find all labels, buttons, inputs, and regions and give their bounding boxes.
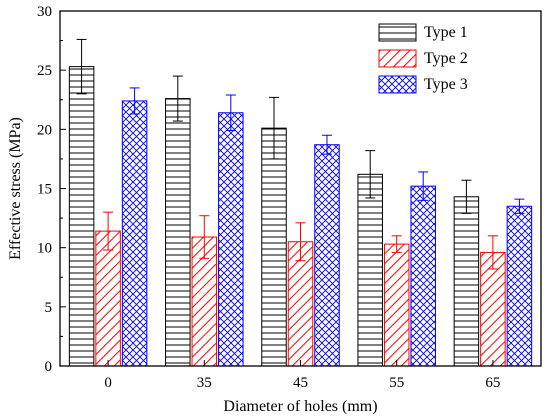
bar-type-1-45 [261,127,287,367]
bar-type-3-0 [121,100,148,367]
bar-type-3-35 [218,112,244,367]
x-tick-label: 45 [293,375,308,391]
bar-type-3-65 [506,205,533,367]
error-bar [129,87,140,115]
error-bar [514,198,525,214]
error-bar [487,235,498,270]
y-tick-label: 25 [37,63,52,79]
error-bar [172,75,183,122]
error-bar [199,215,210,259]
bar-type-3-55 [410,185,436,367]
error-bar [461,179,472,214]
bar-type-2-65 [480,251,506,367]
legend-item-type-3: Type 3 [378,75,468,94]
bar-type-2-55 [383,243,410,367]
y-tick-label: 15 [37,182,52,198]
y-tick-label: 10 [37,241,52,257]
legend-item-type-1: Type 1 [378,23,468,42]
bar-type-2-45 [287,241,314,367]
error-bar [322,134,332,155]
legend-item-type-2: Type 2 [378,49,468,68]
x-axis-ticks: 0 35 45 55 65 [104,360,500,391]
x-tick-label: 0 [104,375,112,391]
chart-marks [68,38,533,367]
legend-swatch [378,49,417,68]
legend: Type 1 Type 2 Type 3 [378,23,468,94]
error-bar [76,38,87,95]
bar-type-3-45 [314,144,340,367]
error-bar [365,150,376,199]
error-bar [391,235,402,253]
legend-label: Type 1 [424,24,468,41]
y-tick-label: 5 [45,300,53,316]
y-tick-label: 0 [45,359,53,375]
y-tick-label: 30 [37,4,52,20]
y-axis-title: Effective stress (MPa) [7,117,24,260]
legend-label: Type 2 [424,50,468,67]
y-tick-label: 20 [37,122,52,138]
bar-type-1-35 [165,98,191,367]
error-bar [269,96,279,160]
y-axis-ticks: 0 5 10 15 20 25 30 [37,4,66,375]
bar-type-1-55 [357,173,383,367]
error-bar [295,222,306,262]
bar-type-1-0 [68,66,95,367]
error-bar [103,211,114,251]
legend-swatch [378,75,417,94]
bar-type-2-0 [95,230,121,367]
x-tick-label: 35 [197,375,212,391]
legend-label: Type 3 [424,76,468,93]
legend-swatch [378,23,417,42]
error-bar [225,94,236,132]
x-axis-title: Diameter of holes (mm) [223,398,377,415]
x-tick-label: 55 [389,375,404,391]
bar-type-1-65 [453,196,480,367]
error-bar [418,171,429,201]
x-tick-label: 65 [485,375,500,391]
